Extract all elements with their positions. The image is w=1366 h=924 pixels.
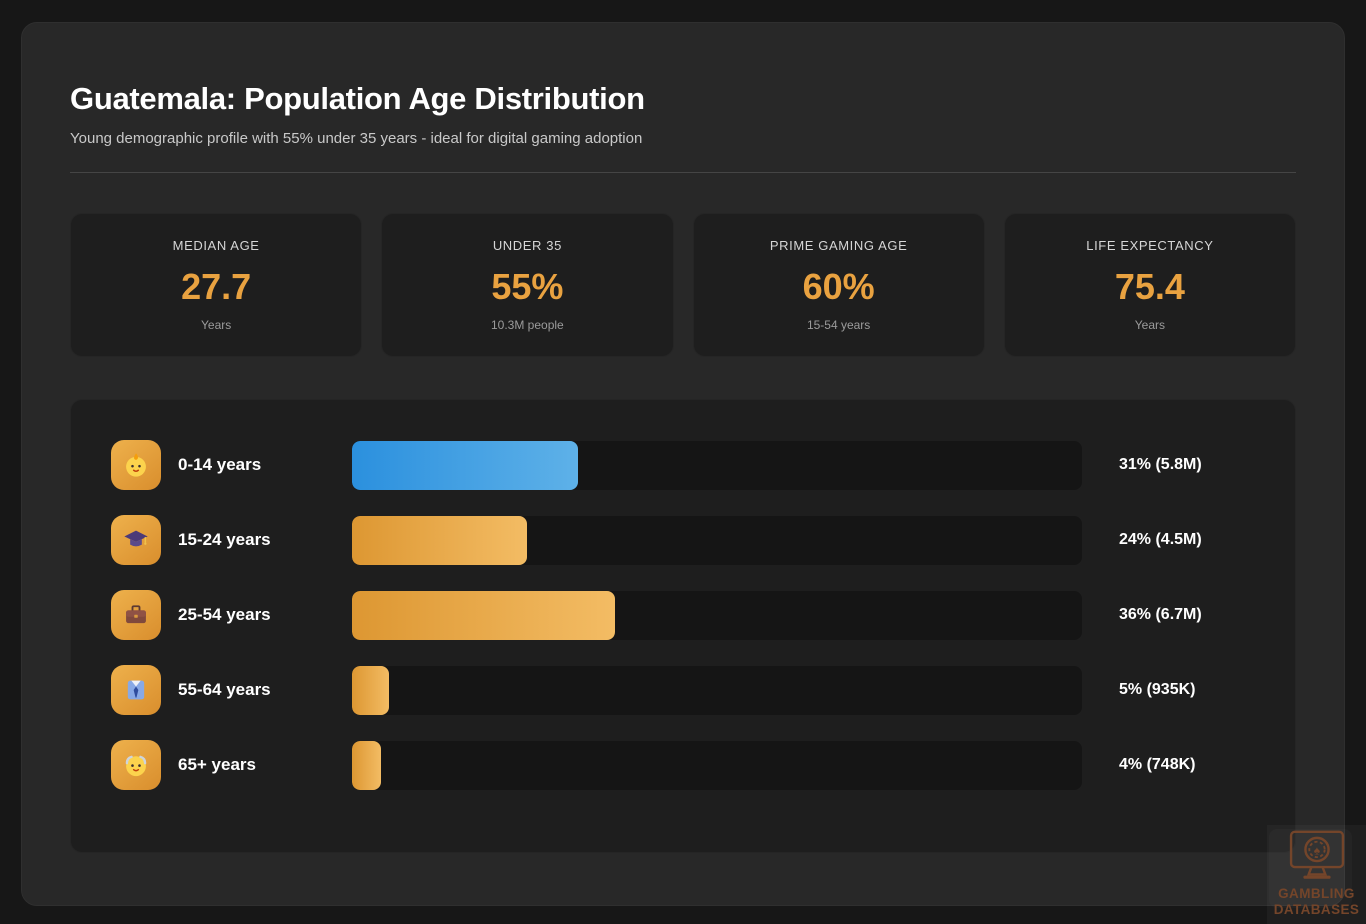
graduation-cap-icon [111, 515, 161, 565]
stat-label: LIFE EXPECTANCY [1086, 238, 1214, 253]
page-title: Guatemala: Population Age Distribution [70, 81, 645, 116]
report-card: Guatemala: Population Age Distribution Y… [21, 22, 1345, 906]
age-group-label: 0-14 years [178, 455, 262, 474]
stat-label: UNDER 35 [492, 238, 562, 253]
bar-value-label: 31% (5.8M) [1119, 456, 1202, 473]
age-group-row: 65+ years 4% (748K) [111, 740, 1255, 790]
stat-sub: 15-54 years [806, 318, 871, 332]
bar-fill [352, 515, 528, 565]
bar-fill [352, 665, 389, 715]
age-group-row: 25-54 years 36% (6.7M) [111, 590, 1255, 640]
stat-value: 60% [802, 266, 875, 307]
stat-card-under-35: UNDER 35 55% 10.3M people [381, 213, 674, 357]
age-group-label: 25-54 years [178, 605, 271, 624]
age-group-label: 55-64 years [178, 680, 271, 699]
bar-value-label: 24% (4.5M) [1119, 531, 1202, 548]
page-subtitle: Young demographic profile with 55% under… [70, 130, 643, 147]
necktie-icon [111, 665, 161, 715]
stat-sub: 10.3M people [491, 318, 564, 332]
older-man-icon [111, 740, 161, 790]
stat-value: 27.7 [181, 266, 252, 307]
briefcase-icon [111, 590, 161, 640]
stat-label: PRIME GAMING AGE [769, 238, 908, 253]
baby-icon [111, 440, 161, 490]
watermark-line2: DATABASES [1273, 902, 1360, 917]
age-group-label: 65+ years [178, 755, 256, 774]
header-divider [70, 172, 1296, 173]
bar-track [352, 515, 1082, 565]
stat-sub: Years [201, 318, 232, 332]
watermark-line1: GAMBLING [1278, 886, 1355, 901]
bar-value-label: 36% (6.7M) [1119, 606, 1202, 623]
stats-grid: MEDIAN AGE 27.7 Years UNDER 35 55% 10.3M… [70, 213, 1296, 357]
gambling-databases-watermark: ♠ GAMBLING DATABASES [1267, 825, 1366, 924]
stat-value: 75.4 [1114, 266, 1185, 307]
monitor-poker-chip-icon: ♠ [1289, 830, 1344, 879]
age-group-label: 15-24 years [178, 530, 271, 549]
bar-track [352, 440, 1082, 490]
stat-label: MEDIAN AGE [172, 238, 260, 253]
bar-fill [352, 590, 615, 640]
bar-fill [352, 440, 579, 490]
age-group-row: 15-24 years 24% (4.5M) [111, 515, 1255, 565]
stat-card-prime-gaming-age: PRIME GAMING AGE 60% 15-54 years [692, 213, 985, 357]
bar-value-label: 4% (748K) [1119, 756, 1196, 773]
age-group-row: 0-14 years 31% (5.8M) [111, 440, 1255, 490]
bar-track [352, 665, 1082, 715]
age-group-row: 55-64 years 5% (935K) [111, 665, 1255, 715]
bar-track [352, 740, 1082, 790]
bar-value-label: 5% (935K) [1119, 681, 1196, 698]
age-distribution-chart: 0-14 years 31% (5.8M) 15-24 years 24% (4… [70, 399, 1296, 853]
stat-value: 55% [491, 266, 564, 307]
stat-sub: Years [1134, 318, 1165, 332]
bar-track [352, 590, 1082, 640]
bar-fill [352, 740, 382, 790]
spade-glyph: ♠ [1313, 844, 1320, 858]
stat-card-median-age: MEDIAN AGE 27.7 Years [70, 213, 363, 357]
stat-card-life-expectancy: LIFE EXPECTANCY 75.4 Years [1003, 213, 1296, 357]
